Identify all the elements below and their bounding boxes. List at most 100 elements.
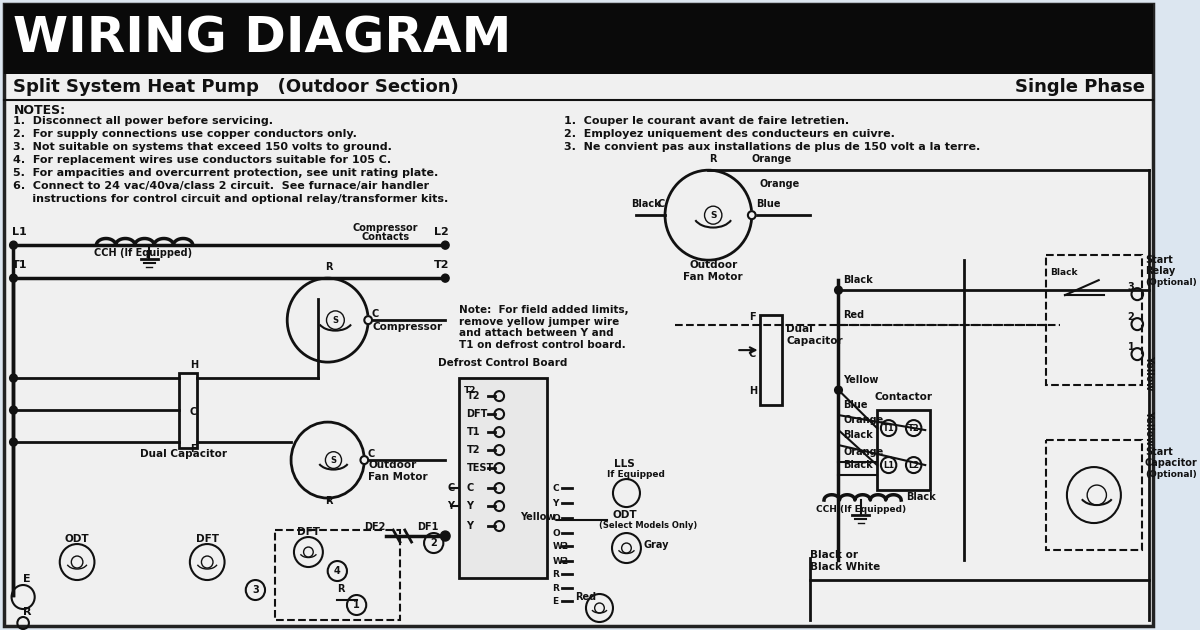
Bar [275, 530, 400, 620]
Text: DF2: DF2 [364, 522, 385, 532]
Text: T2: T2 [463, 386, 476, 395]
Text: T2: T2 [907, 423, 919, 433]
Text: L1: L1 [12, 227, 26, 237]
Text: Outdoor: Outdoor [368, 460, 416, 470]
Text: Black: Black [844, 275, 874, 285]
Bar [1045, 255, 1142, 385]
Text: T2: T2 [467, 445, 480, 455]
Text: 3: 3 [252, 585, 259, 595]
Text: T2: T2 [467, 391, 480, 401]
Circle shape [365, 316, 372, 324]
Text: S: S [332, 316, 338, 324]
Text: (Optional): (Optional) [1145, 278, 1196, 287]
Text: T1: T1 [883, 423, 894, 433]
Text: 2: 2 [431, 538, 437, 548]
Text: DF1: DF1 [418, 522, 438, 532]
Circle shape [10, 406, 17, 414]
Text: Black or: Black or [810, 550, 858, 560]
Text: 1.  Couper le courant avant de faire letretien.: 1. Couper le courant avant de faire letr… [564, 116, 848, 126]
Circle shape [10, 274, 17, 282]
Text: Note:  For field added limits,
remove yellow jumper wire
and attach between Y an: Note: For field added limits, remove yel… [458, 305, 629, 350]
Circle shape [10, 241, 17, 249]
Text: Blue: Blue [756, 199, 781, 209]
Text: E: E [23, 574, 31, 584]
Text: Yellow: Yellow [521, 512, 556, 522]
Text: Y: Y [467, 501, 474, 511]
Text: R: R [23, 607, 31, 617]
Text: Defrost Control Board: Defrost Control Board [438, 358, 568, 368]
Text: L1: L1 [883, 461, 894, 469]
Bar [877, 410, 930, 490]
Text: Capacitor: Capacitor [786, 336, 844, 346]
Text: Orange: Orange [751, 154, 792, 164]
Text: Dual Capacitor: Dual Capacitor [139, 449, 227, 459]
Text: DFT: DFT [296, 527, 320, 537]
Text: Single Phase: Single Phase [1015, 78, 1145, 96]
Text: Start: Start [1145, 447, 1172, 457]
Text: W2: W2 [552, 542, 569, 551]
Text: 1: 1 [1128, 342, 1134, 352]
Text: Gray: Gray [644, 540, 670, 550]
Text: T1: T1 [12, 260, 28, 270]
Circle shape [440, 531, 450, 541]
Text: WIRING DIAGRAM: WIRING DIAGRAM [13, 14, 512, 62]
Bar [4, 4, 1153, 74]
Text: 2.  For supply connections use copper conductors only.: 2. For supply connections use copper con… [13, 129, 358, 139]
Text: ODT: ODT [612, 510, 637, 520]
Text: 1.  Disconnect all power before servicing.: 1. Disconnect all power before servicing… [13, 116, 274, 126]
Text: O: O [552, 529, 560, 537]
Circle shape [835, 386, 842, 394]
Text: R: R [552, 570, 559, 578]
Circle shape [442, 241, 449, 249]
Text: Black: Black [844, 430, 874, 440]
Circle shape [360, 456, 368, 464]
Text: 4.  For replacement wires use conductors suitable for 105 C.: 4. For replacement wires use conductors … [13, 155, 391, 165]
Text: C: C [552, 484, 559, 493]
Text: R: R [325, 262, 332, 272]
Text: Y: Y [467, 521, 474, 531]
Text: S: S [330, 455, 336, 464]
Text: Contacts: Contacts [361, 232, 409, 242]
Text: Compressor: Compressor [372, 322, 442, 332]
Text: Y: Y [552, 498, 559, 508]
Text: W2: W2 [552, 556, 569, 566]
Text: 2: 2 [1128, 312, 1134, 322]
Text: NOTES:: NOTES: [13, 104, 66, 117]
Text: If Equipped: If Equipped [607, 470, 665, 479]
Bar [1045, 440, 1142, 550]
Text: Y: Y [448, 501, 454, 511]
Text: LLS: LLS [614, 459, 635, 469]
Circle shape [442, 274, 449, 282]
Text: L2: L2 [433, 227, 449, 237]
Text: T1: T1 [467, 427, 480, 437]
Text: Dual: Dual [786, 324, 814, 334]
Text: C: C [467, 483, 474, 493]
Text: H: H [749, 386, 757, 396]
Text: Black White: Black White [810, 562, 880, 572]
Text: C: C [371, 309, 378, 319]
Bar [761, 315, 781, 405]
Text: F: F [190, 444, 197, 454]
Text: DFT: DFT [196, 534, 218, 544]
Text: ODT: ODT [65, 534, 90, 544]
Text: H: H [190, 360, 198, 370]
Circle shape [10, 374, 17, 382]
Text: Black: Black [844, 460, 874, 470]
Text: Start: Start [1145, 255, 1172, 265]
Circle shape [748, 211, 756, 219]
Text: C: C [749, 349, 756, 359]
Text: DFT: DFT [467, 409, 488, 419]
Text: Split System Heat Pump   (Outdoor Section): Split System Heat Pump (Outdoor Section) [13, 78, 460, 96]
Text: C: C [190, 407, 197, 417]
Text: Compressor: Compressor [353, 223, 419, 233]
Text: Black: Black [906, 492, 936, 502]
Text: Orange: Orange [844, 447, 883, 457]
Text: Relay: Relay [1145, 266, 1175, 276]
Text: C: C [448, 483, 455, 493]
Text: C: C [658, 199, 665, 209]
Text: 3.  Not suitable on systems that exceed 150 volts to ground.: 3. Not suitable on systems that exceed 1… [13, 142, 392, 152]
Text: (Optional): (Optional) [1145, 470, 1196, 479]
Text: L2: L2 [908, 461, 919, 469]
Text: Contactor: Contactor [874, 392, 932, 402]
Text: Yellow: Yellow [1144, 355, 1154, 391]
